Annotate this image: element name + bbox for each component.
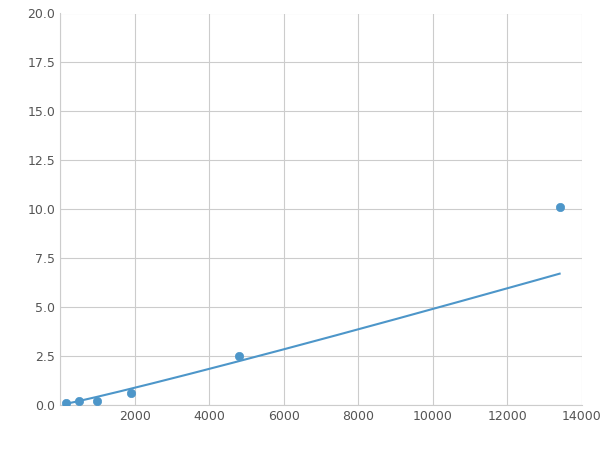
Point xyxy=(126,390,136,397)
Point xyxy=(74,397,83,405)
Point xyxy=(61,400,71,407)
Point xyxy=(234,352,244,360)
Point xyxy=(92,397,102,405)
Point xyxy=(555,204,565,211)
